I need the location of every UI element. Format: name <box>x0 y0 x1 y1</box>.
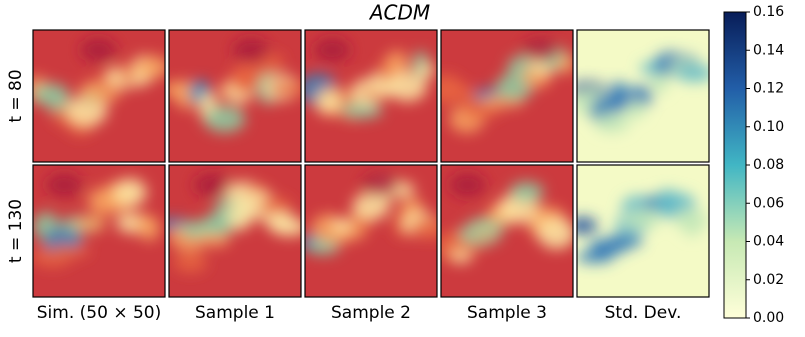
panel-frame <box>168 29 302 163</box>
colorbar-tick-label: 0.16 <box>753 4 784 20</box>
field-blobs <box>577 188 709 264</box>
field-blobs <box>33 38 165 137</box>
field-panel <box>441 165 573 297</box>
field-blob <box>630 85 652 102</box>
colorbar <box>723 11 747 319</box>
panel-frame <box>440 164 574 298</box>
panel-frame <box>304 164 438 298</box>
field-blobs <box>305 38 435 122</box>
field-blob <box>270 218 301 237</box>
colorbar-tick-label: 0.06 <box>753 195 784 211</box>
field-blob <box>622 209 662 229</box>
field-blob <box>46 173 83 197</box>
field-blob <box>411 216 437 239</box>
field-blobs <box>305 173 437 255</box>
field-blob <box>314 38 351 62</box>
panel-frame <box>304 29 438 163</box>
panel-frame <box>32 29 166 163</box>
field-blob <box>138 215 161 241</box>
column-label: Sample 1 <box>195 303 275 323</box>
field-blob <box>675 64 709 82</box>
colorbar-tick-label: 0.08 <box>753 157 784 173</box>
field-blob <box>327 228 355 244</box>
field-blob <box>203 105 246 133</box>
panel-frame <box>168 164 302 298</box>
field-panel <box>305 30 437 162</box>
field-blobs <box>169 38 301 133</box>
field-blobs <box>169 173 301 273</box>
field-blob <box>53 242 90 258</box>
colorbar-tick-label: 0.12 <box>753 81 784 97</box>
field-panel <box>33 165 165 297</box>
row-label: t = 80 <box>6 69 26 122</box>
field-blob <box>261 54 285 71</box>
field-blob <box>74 216 107 232</box>
field-panel <box>577 30 709 162</box>
field-panel <box>169 165 301 297</box>
panel-frame <box>32 164 166 298</box>
field-blobs <box>33 173 161 267</box>
field-blobs <box>441 173 573 264</box>
colorbar-tick-label: 0.04 <box>753 234 784 250</box>
field-panel <box>169 30 301 162</box>
field-blob <box>577 216 598 235</box>
colorbar-tick-label: 0.02 <box>753 272 784 288</box>
colorbar-tick-label: 0.10 <box>753 119 784 135</box>
field-blobs <box>577 51 709 133</box>
field-blob <box>625 99 646 120</box>
panel-frame <box>440 29 574 163</box>
field-blob <box>63 233 82 247</box>
colorbar-tick-label: 0.00 <box>753 310 784 326</box>
figure-title: ACDM <box>368 1 430 25</box>
field-blob <box>649 69 669 94</box>
field-panel <box>33 30 165 162</box>
field-blobs <box>441 38 573 133</box>
row-label: t = 130 <box>6 199 26 263</box>
panel-frame <box>576 164 710 298</box>
field-blob <box>537 218 573 250</box>
field-panel <box>305 165 437 297</box>
field-panel <box>577 165 709 297</box>
field-blob <box>441 83 473 101</box>
field-blob <box>385 50 409 76</box>
field-blob <box>522 38 559 62</box>
field-blob <box>80 38 117 62</box>
field-blob <box>417 63 435 79</box>
column-label: Sim. (50 × 50) <box>37 303 161 323</box>
field-blob <box>683 214 702 237</box>
field-blob <box>388 71 428 102</box>
field-blob <box>606 233 643 249</box>
field-blob <box>340 102 383 119</box>
field-blob <box>136 55 165 79</box>
field-blob <box>594 112 630 133</box>
field-blob <box>509 181 544 202</box>
column-label: Sample 2 <box>331 303 411 323</box>
field-blob <box>362 173 399 197</box>
colorbar-tick-label: 0.14 <box>753 42 784 58</box>
field-blob <box>193 173 230 197</box>
field-blob <box>113 178 147 207</box>
column-label: Sample 3 <box>467 303 547 323</box>
field-blob <box>232 38 269 62</box>
panel-frame <box>576 29 710 163</box>
field-blob <box>173 251 208 273</box>
field-blob <box>449 173 486 197</box>
field-panel <box>441 30 573 162</box>
field-blob <box>268 81 301 96</box>
column-label: Std. Dev. <box>605 303 682 323</box>
field-blob <box>556 54 573 74</box>
